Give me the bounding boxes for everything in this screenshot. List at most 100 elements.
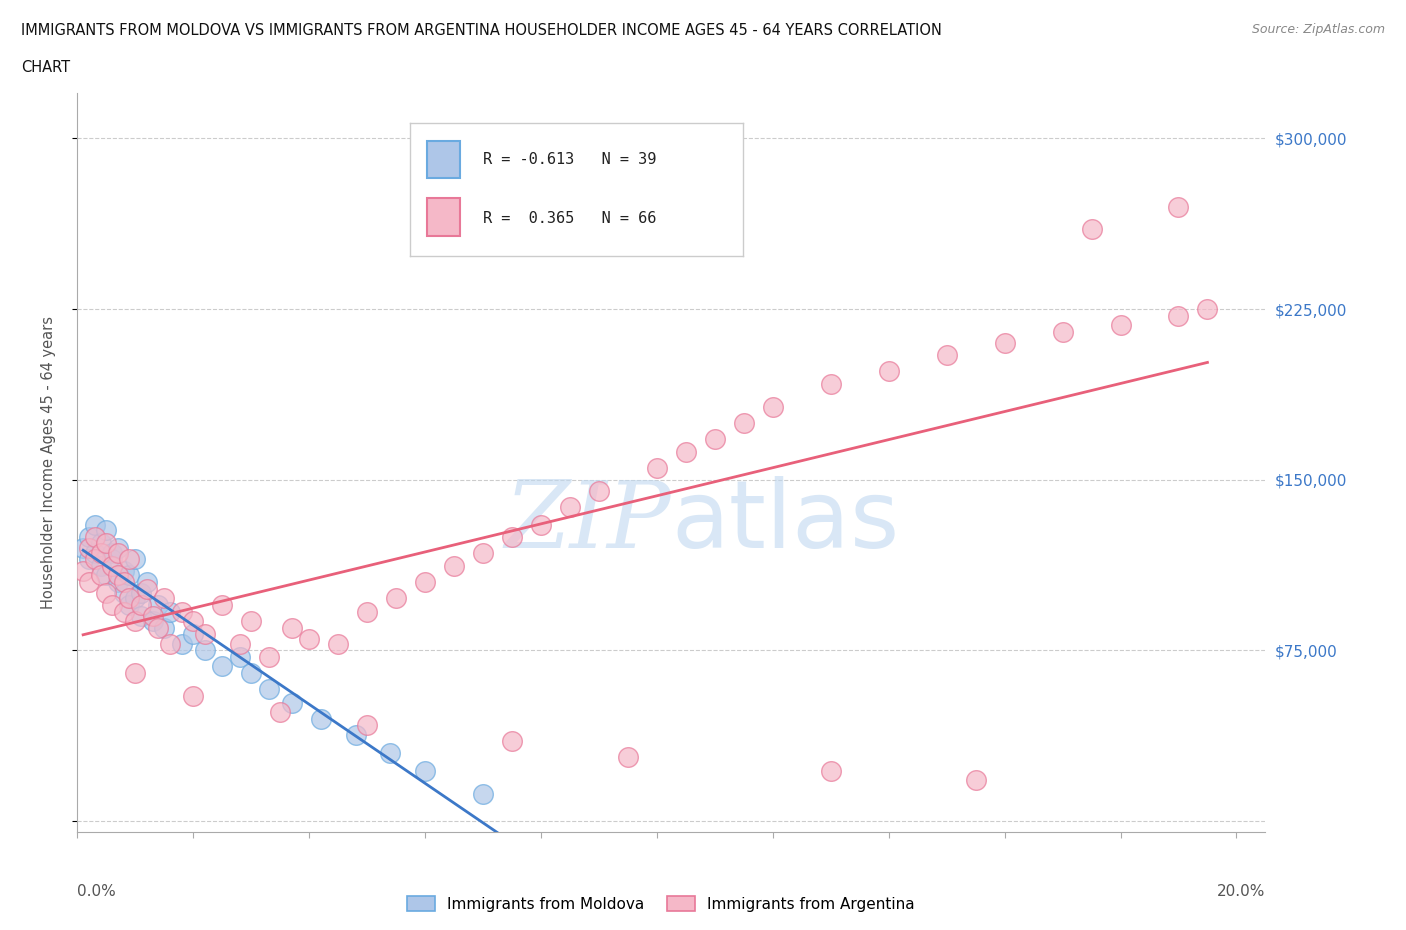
Point: [148, 597, 170, 612]
Point: [994, 336, 1017, 351]
Text: Source: ZipAtlas.com: Source: ZipAtlas.com: [1251, 23, 1385, 36]
Point: [965, 773, 987, 788]
Point: [1109, 318, 1132, 333]
Point: [1167, 309, 1189, 324]
Point: [344, 727, 367, 742]
Point: [228, 636, 250, 651]
Point: [72, 540, 94, 555]
Point: [124, 551, 146, 566]
Point: [1167, 199, 1189, 214]
Point: [89, 559, 111, 574]
Point: [298, 631, 321, 646]
Point: [558, 499, 581, 514]
Point: [118, 568, 141, 583]
Point: [501, 529, 523, 544]
Point: [356, 604, 378, 619]
Point: [77, 540, 100, 555]
Point: [83, 529, 105, 544]
Point: [326, 636, 349, 651]
Point: [309, 711, 332, 726]
Point: [181, 688, 204, 703]
Point: [170, 636, 193, 651]
Text: ZIP: ZIP: [505, 477, 672, 566]
Point: [935, 347, 957, 362]
Point: [124, 614, 146, 629]
Point: [112, 604, 135, 619]
Point: [211, 658, 233, 673]
Point: [96, 568, 118, 583]
Point: [129, 597, 152, 612]
Point: [89, 568, 111, 583]
Point: [101, 559, 124, 574]
Point: [142, 614, 165, 629]
Point: [129, 609, 152, 624]
Point: [77, 551, 100, 566]
Point: [281, 620, 304, 635]
Point: [118, 591, 141, 605]
Point: [148, 620, 170, 635]
Point: [733, 416, 755, 431]
Text: IMMIGRANTS FROM MOLDOVA VS IMMIGRANTS FROM ARGENTINA HOUSEHOLDER INCOME AGES 45 : IMMIGRANTS FROM MOLDOVA VS IMMIGRANTS FR…: [21, 23, 942, 38]
Text: 20.0%: 20.0%: [1218, 884, 1265, 899]
Point: [107, 545, 129, 560]
Point: [112, 586, 135, 601]
Text: atlas: atlas: [672, 476, 900, 568]
Point: [159, 604, 181, 619]
Point: [501, 734, 523, 749]
Point: [380, 745, 402, 760]
Point: [645, 461, 668, 476]
Point: [443, 559, 465, 574]
Point: [703, 432, 725, 446]
Point: [83, 545, 105, 560]
Point: [269, 704, 291, 719]
Point: [107, 568, 129, 583]
Point: [96, 586, 118, 601]
Point: [617, 750, 640, 764]
Point: [356, 718, 378, 733]
Point: [877, 363, 900, 378]
Y-axis label: Householder Income Ages 45 - 64 years: Householder Income Ages 45 - 64 years: [42, 316, 56, 609]
Point: [89, 536, 111, 551]
Point: [257, 682, 280, 697]
Point: [413, 764, 436, 778]
Point: [675, 445, 697, 459]
Point: [153, 591, 176, 605]
Point: [385, 591, 408, 605]
Point: [101, 597, 124, 612]
Point: [107, 540, 129, 555]
Point: [194, 627, 217, 642]
Point: [107, 575, 129, 590]
Point: [240, 666, 263, 681]
Point: [1052, 325, 1074, 339]
Point: [170, 604, 193, 619]
Point: [472, 545, 495, 560]
Point: [72, 564, 94, 578]
Point: [83, 518, 105, 533]
Point: [77, 575, 100, 590]
Point: [472, 786, 495, 801]
Point: [101, 551, 124, 566]
Point: [820, 764, 842, 778]
Text: CHART: CHART: [21, 60, 70, 75]
Point: [240, 614, 263, 629]
Point: [83, 551, 105, 566]
Point: [181, 614, 204, 629]
Point: [1197, 301, 1219, 316]
Point: [112, 575, 135, 590]
Point: [135, 575, 157, 590]
Point: [153, 620, 176, 635]
Point: [135, 581, 157, 596]
Point: [124, 591, 146, 605]
Point: [124, 666, 146, 681]
Text: 0.0%: 0.0%: [77, 884, 117, 899]
Point: [129, 586, 152, 601]
Point: [257, 650, 280, 665]
Point: [77, 529, 100, 544]
Point: [530, 518, 553, 533]
Point: [118, 597, 141, 612]
Point: [1080, 222, 1102, 237]
Point: [820, 377, 842, 392]
Point: [112, 564, 135, 578]
Point: [588, 484, 610, 498]
Point: [211, 597, 233, 612]
